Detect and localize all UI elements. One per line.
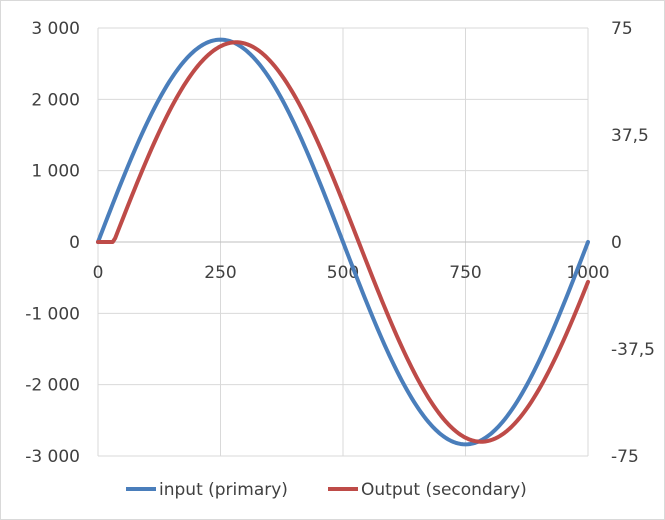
left-tick-label: -2 000 <box>25 376 80 396</box>
legend-label-output: Output (secondary) <box>361 480 527 500</box>
right-tick-label: 75 <box>611 19 633 39</box>
legend-label-input: input (primary) <box>159 480 288 500</box>
series-line-input <box>96 37 590 447</box>
right-axis-ticks: 75 37,5 0 -37,5 -75 <box>611 19 655 467</box>
left-tick-label: -1 000 <box>25 304 80 324</box>
legend: input (primary) Output (secondary) <box>126 480 527 500</box>
right-tick-label: -75 <box>611 447 639 467</box>
x-tick-label: 0 <box>93 263 104 283</box>
series-line-output <box>96 40 590 444</box>
x-axis-ticks: 0 250 500 750 1000 <box>93 263 610 283</box>
right-tick-label: 0 <box>611 233 622 253</box>
left-tick-label: 0 <box>69 233 80 253</box>
left-tick-label: 1 000 <box>31 162 80 182</box>
x-tick-label: 750 <box>449 263 481 283</box>
right-tick-label: -37,5 <box>611 340 655 360</box>
x-tick-label: 250 <box>204 263 236 283</box>
series-layer <box>96 37 590 447</box>
left-tick-label: 3 000 <box>31 19 80 39</box>
left-tick-label: 2 000 <box>31 90 80 110</box>
left-axis-ticks: 3 000 2 000 1 000 0 -1 000 -2 000 -3 000 <box>25 19 80 467</box>
right-tick-label: 37,5 <box>611 126 649 146</box>
left-tick-label: -3 000 <box>25 447 80 467</box>
